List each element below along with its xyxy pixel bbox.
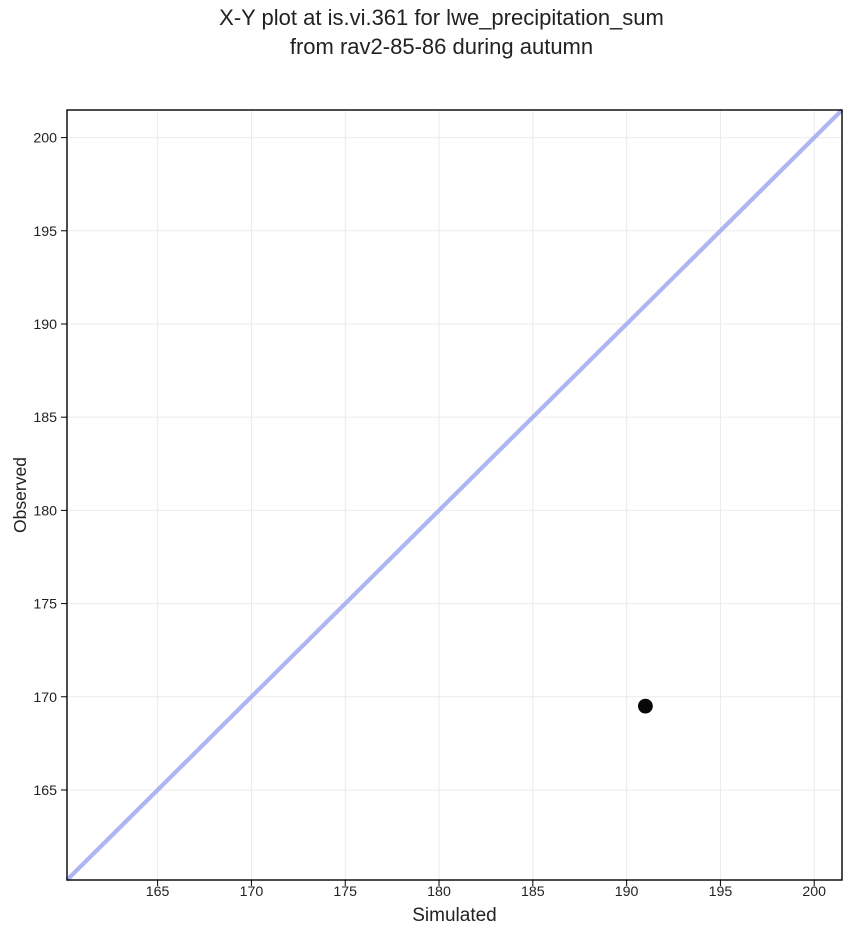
svg-text:180: 180 bbox=[33, 503, 57, 519]
svg-text:175: 175 bbox=[333, 884, 357, 900]
svg-text:165: 165 bbox=[33, 783, 57, 799]
svg-text:185: 185 bbox=[521, 884, 545, 900]
svg-text:190: 190 bbox=[33, 317, 57, 333]
svg-text:165: 165 bbox=[146, 884, 170, 900]
svg-text:185: 185 bbox=[33, 410, 57, 426]
svg-text:200: 200 bbox=[802, 884, 826, 900]
svg-text:180: 180 bbox=[427, 884, 451, 900]
svg-text:195: 195 bbox=[709, 884, 733, 900]
svg-text:195: 195 bbox=[33, 224, 57, 240]
svg-text:190: 190 bbox=[615, 884, 639, 900]
svg-text:175: 175 bbox=[33, 597, 57, 613]
svg-text:200: 200 bbox=[33, 131, 57, 147]
svg-text:170: 170 bbox=[240, 884, 264, 900]
svg-text:170: 170 bbox=[33, 690, 57, 706]
